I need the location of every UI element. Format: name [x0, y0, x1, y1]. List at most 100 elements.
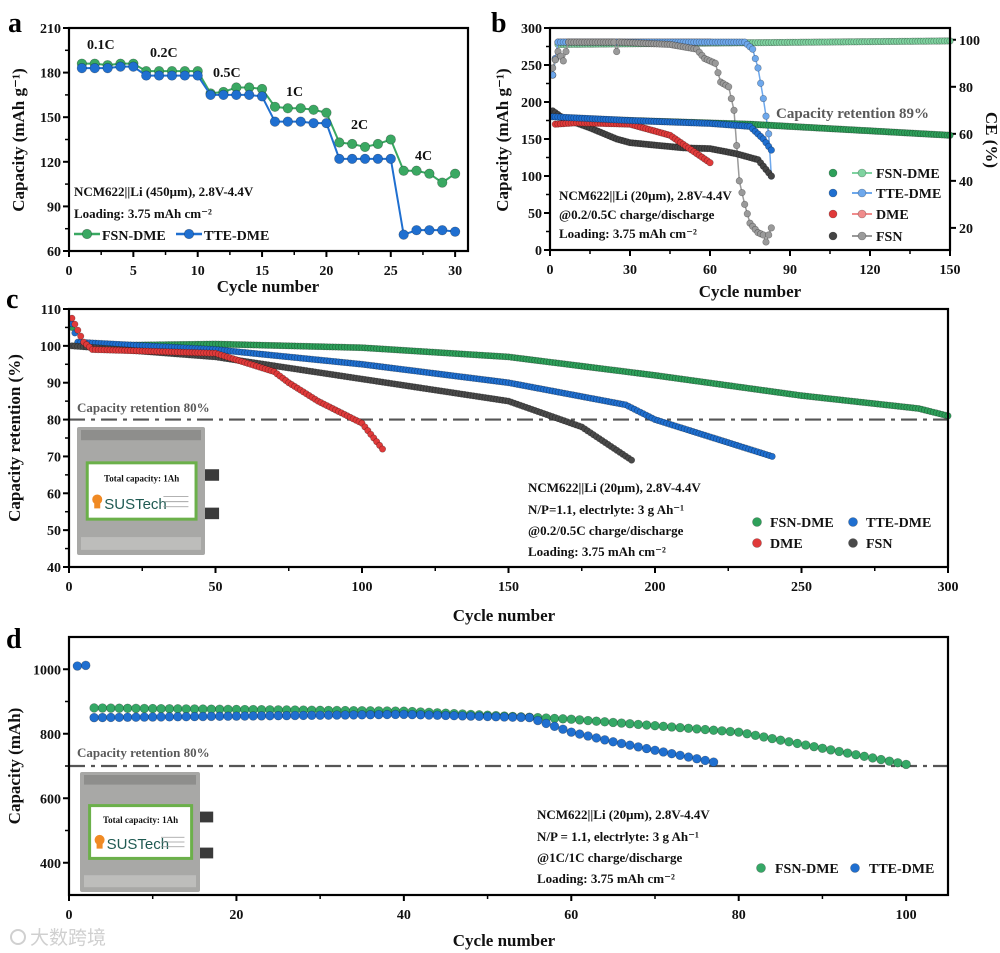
- series-fsn-capacity: [549, 107, 775, 180]
- data-point: [192, 70, 203, 81]
- data-point: [432, 710, 443, 720]
- data-point: [751, 54, 759, 63]
- data-point: [334, 153, 345, 164]
- data-point: [482, 711, 493, 722]
- cell-seal: [81, 430, 201, 441]
- c-rate-label: 4C: [415, 149, 432, 164]
- data-point: [591, 716, 602, 726]
- y-tick-label: 100: [40, 340, 61, 355]
- data-point: [749, 45, 757, 53]
- series-fsn-ce: [549, 38, 775, 246]
- data-point: [218, 89, 229, 100]
- x-tick-label: 0: [66, 264, 73, 279]
- data-point: [625, 740, 635, 750]
- condition-text: @1C/1C charge/discharge: [537, 850, 683, 865]
- data-point: [256, 91, 268, 102]
- data-point: [683, 723, 694, 733]
- data-point: [742, 729, 752, 739]
- data-point: [549, 721, 560, 732]
- data-point: [583, 715, 593, 726]
- data-point: [566, 727, 576, 737]
- data-point: [574, 715, 585, 725]
- data-point: [359, 153, 371, 164]
- x-tick-label: 15: [255, 264, 269, 279]
- retention-annotation: Capacity retention 89%: [776, 106, 929, 122]
- data-point: [374, 709, 384, 720]
- data-point: [340, 710, 350, 720]
- data-point: [658, 747, 669, 757]
- x-tick-label: 300: [938, 580, 959, 595]
- data-point: [298, 710, 309, 721]
- data-point: [700, 724, 710, 735]
- data-point: [273, 711, 283, 721]
- y-tick-label: 50: [47, 524, 61, 539]
- data-point: [717, 726, 727, 736]
- series-tte-dme: [72, 660, 719, 767]
- cell-tab: [191, 811, 214, 823]
- data-point: [700, 755, 710, 766]
- x-tick-label: 120: [860, 263, 881, 278]
- data-point: [842, 748, 853, 758]
- cell-capacity-text: Total capacity: 1Ah: [103, 815, 178, 825]
- data-point: [181, 711, 191, 722]
- data-point: [441, 710, 451, 721]
- legend-label: FSN-DME: [775, 862, 839, 877]
- data-point: [240, 711, 250, 721]
- data-point: [77, 332, 85, 340]
- cell-label: [88, 804, 194, 860]
- series-line: [81, 62, 456, 184]
- sustech-logo-text: SUSTech: [104, 496, 167, 513]
- data-point: [714, 69, 722, 77]
- data-point: [562, 47, 570, 56]
- data-point: [524, 712, 535, 723]
- data-point: [321, 107, 332, 118]
- x-tick-label: 30: [623, 263, 637, 278]
- data-point: [139, 712, 150, 722]
- x-axis-label: Cycle number: [453, 606, 556, 625]
- x-tick-label: 25: [384, 264, 398, 279]
- data-point: [290, 710, 300, 721]
- data-point: [156, 703, 166, 714]
- c-rate-label: 0.1C: [87, 38, 115, 53]
- data-point: [450, 168, 461, 179]
- data-point: [650, 720, 660, 731]
- data-point: [128, 61, 139, 72]
- condition-text: NCM622||Li (450μm), 2.8V-4.4V: [74, 184, 254, 199]
- data-point: [767, 172, 775, 180]
- watermark-text: 大数跨境: [30, 927, 106, 949]
- legend-marker: [848, 538, 858, 548]
- legend-marker-capacity: [828, 168, 838, 178]
- data-point: [231, 89, 242, 100]
- data-point: [390, 709, 401, 720]
- legend-label: TTE-DME: [869, 862, 934, 877]
- legend-marker: [183, 228, 195, 240]
- legend-label: DME: [770, 537, 803, 552]
- panel-d: 0 20 40 60 80 100 400 600 800 1000 Cycle number Cap…: [5, 624, 950, 950]
- data-point: [735, 177, 743, 185]
- y-tick-label: 70: [47, 450, 61, 465]
- legend-marker-ce: [857, 231, 867, 241]
- data-point: [282, 103, 293, 114]
- data-point: [359, 141, 371, 153]
- data-point: [97, 712, 108, 723]
- condition-text: N/P=1.1, electrlyte: 3 g Ah⁻¹: [528, 502, 684, 517]
- x-tick-label: 200: [645, 580, 666, 595]
- data-point: [114, 703, 124, 713]
- legend-label: FSN-DME: [770, 516, 834, 531]
- data-point: [628, 456, 636, 464]
- y-tick-label: 300: [521, 22, 542, 37]
- data-point: [424, 710, 434, 720]
- x-tick-label: 0: [66, 580, 73, 595]
- legend-marker: [850, 863, 860, 873]
- legend-marker-capacity: [828, 231, 838, 241]
- data-point: [372, 138, 384, 150]
- data-point: [231, 711, 242, 721]
- data-point: [347, 153, 358, 164]
- condition-text: NCM622||Li (20μm), 2.8V-4.4V: [559, 188, 732, 203]
- data-point: [466, 711, 476, 721]
- data-point: [613, 47, 621, 56]
- plot-frame: [67, 307, 950, 569]
- cell-seal: [84, 775, 196, 785]
- data-point: [675, 722, 685, 733]
- data-point: [269, 101, 281, 112]
